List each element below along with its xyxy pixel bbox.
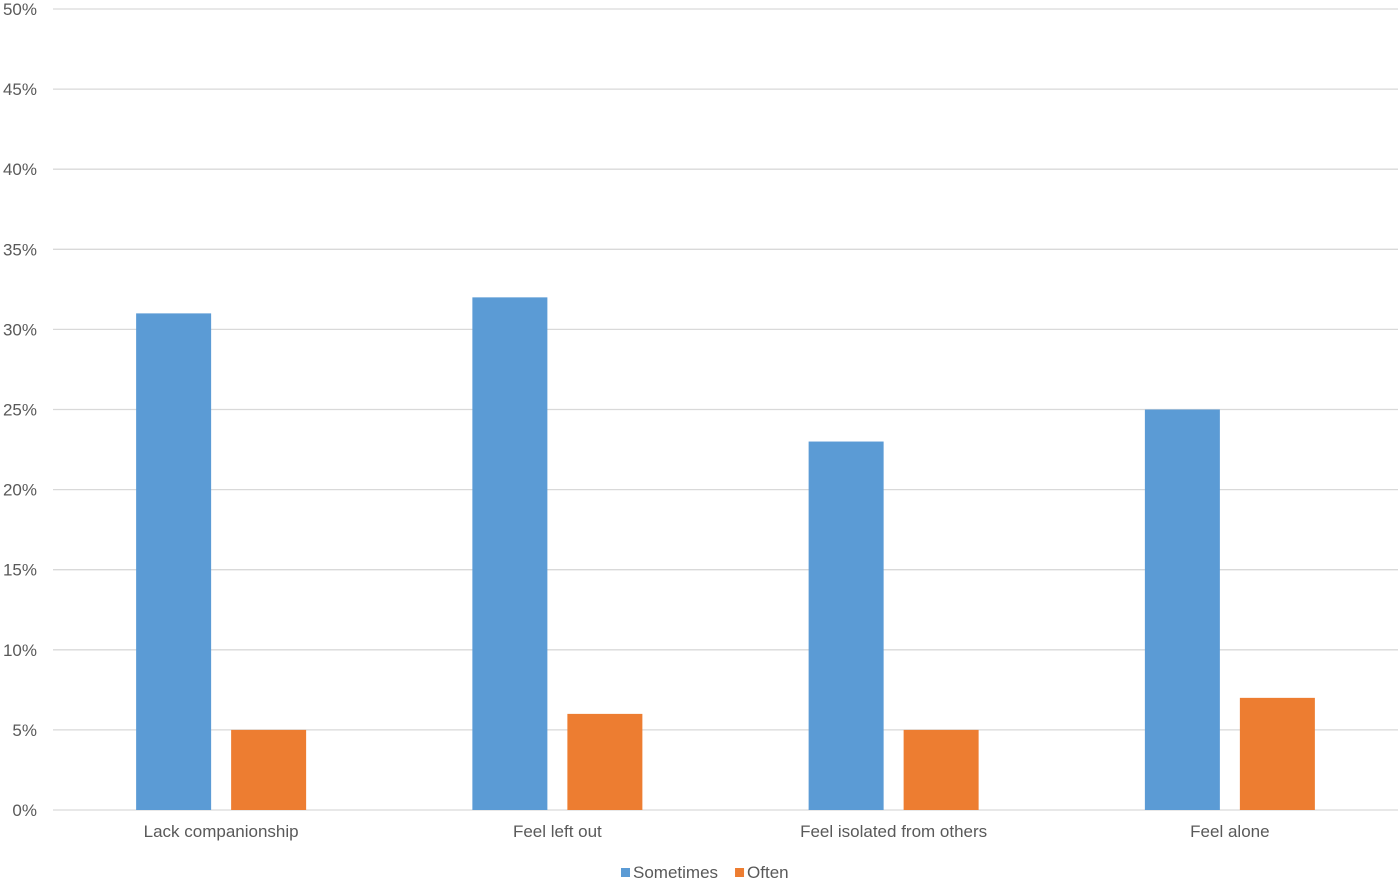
y-tick-label: 20% [3,481,37,500]
bar-often-1 [567,713,643,810]
y-tick-label: 40% [3,160,37,179]
y-tick-label: 0% [12,801,37,820]
bar-often-0 [231,729,307,810]
x-category-label: Feel isolated from others [800,822,987,841]
bar-sometimes-3 [1144,409,1220,810]
legend-label-sometimes: Sometimes [633,863,718,880]
y-tick-label: 50% [3,0,37,19]
legend-swatch-sometimes [621,868,630,877]
bar-sometimes-1 [472,297,548,810]
bar-often-3 [1239,697,1315,810]
bar-sometimes-0 [136,313,212,810]
y-tick-label: 10% [3,641,37,660]
legend-swatch-often [735,868,745,877]
x-category-label: Feel left out [513,822,602,841]
y-tick-label: 25% [3,401,37,420]
y-tick-label: 35% [3,240,37,259]
y-tick-label: 30% [3,320,37,339]
y-axis-ticks: 0% 5% 10% 15% 20% 25% 30% 35% 40% 45% 50% [3,0,37,820]
y-tick-label: 15% [3,561,37,580]
x-category-label: Lack companionship [144,822,299,841]
x-axis-categories: Lack companionship Feel left out Feel isol… [144,822,1270,841]
bar-sometimes-2 [808,441,884,810]
legend-label-often: Often [747,863,789,880]
legend: Sometimes Often [621,863,789,882]
y-tick-label: 45% [3,80,37,99]
bars [136,297,1315,810]
y-tick-label: 5% [12,721,37,740]
x-category-label: Feel alone [1190,822,1269,841]
bar-often-2 [903,729,979,810]
